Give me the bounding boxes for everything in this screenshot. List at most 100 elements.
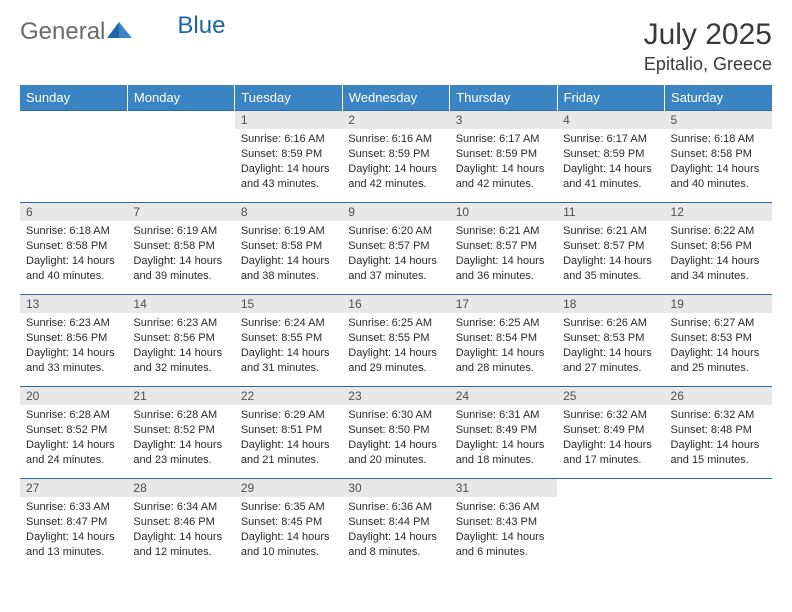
sunrise-line: Sunrise: 6:23 AM	[26, 316, 121, 331]
day-number: 1	[235, 111, 342, 129]
daylight-line: Daylight: 14 hours and 42 minutes.	[348, 162, 443, 192]
location: Epitalio, Greece	[644, 54, 772, 75]
sunrise-line: Sunrise: 6:16 AM	[348, 132, 443, 147]
day-number: 7	[127, 203, 234, 221]
sunrise-line: Sunrise: 6:17 AM	[563, 132, 658, 147]
calendar-day-cell: 7Sunrise: 6:19 AMSunset: 8:58 PMDaylight…	[127, 203, 234, 295]
sunrise-line: Sunrise: 6:35 AM	[241, 500, 336, 515]
sunset-line: Sunset: 8:56 PM	[133, 331, 228, 346]
day-number: 29	[235, 479, 342, 497]
day-details: Sunrise: 6:34 AMSunset: 8:46 PMDaylight:…	[127, 497, 234, 561]
weekday-header: Monday	[127, 85, 234, 111]
day-details: Sunrise: 6:21 AMSunset: 8:57 PMDaylight:…	[557, 221, 664, 285]
sunrise-line: Sunrise: 6:33 AM	[26, 500, 121, 515]
day-details: Sunrise: 6:28 AMSunset: 8:52 PMDaylight:…	[20, 405, 127, 469]
daylight-line: Daylight: 14 hours and 6 minutes.	[456, 530, 551, 560]
day-details: Sunrise: 6:16 AMSunset: 8:59 PMDaylight:…	[235, 129, 342, 193]
day-number: 30	[342, 479, 449, 497]
daylight-line: Daylight: 14 hours and 34 minutes.	[671, 254, 766, 284]
sunrise-line: Sunrise: 6:21 AM	[563, 224, 658, 239]
daylight-line: Daylight: 14 hours and 21 minutes.	[241, 438, 336, 468]
day-number: 27	[20, 479, 127, 497]
day-number: 2	[342, 111, 449, 129]
calendar-day-cell: 29Sunrise: 6:35 AMSunset: 8:45 PMDayligh…	[235, 479, 342, 571]
weekday-header: Saturday	[665, 85, 772, 111]
daylight-line: Daylight: 14 hours and 37 minutes.	[348, 254, 443, 284]
calendar-day-cell: 16Sunrise: 6:25 AMSunset: 8:55 PMDayligh…	[342, 295, 449, 387]
calendar-day-cell: 9Sunrise: 6:20 AMSunset: 8:57 PMDaylight…	[342, 203, 449, 295]
calendar-day-cell: 18Sunrise: 6:26 AMSunset: 8:53 PMDayligh…	[557, 295, 664, 387]
sunset-line: Sunset: 8:59 PM	[563, 147, 658, 162]
title-block: July 2025 Epitalio, Greece	[644, 18, 772, 75]
daylight-line: Daylight: 14 hours and 24 minutes.	[26, 438, 121, 468]
sunrise-line: Sunrise: 6:24 AM	[241, 316, 336, 331]
sunrise-line: Sunrise: 6:28 AM	[26, 408, 121, 423]
logo-text-blue: Blue	[177, 12, 225, 40]
sunrise-line: Sunrise: 6:23 AM	[133, 316, 228, 331]
daylight-line: Daylight: 14 hours and 25 minutes.	[671, 346, 766, 376]
daylight-line: Daylight: 14 hours and 23 minutes.	[133, 438, 228, 468]
day-details: Sunrise: 6:23 AMSunset: 8:56 PMDaylight:…	[127, 313, 234, 377]
calendar-day-cell: 25Sunrise: 6:32 AMSunset: 8:49 PMDayligh…	[557, 387, 664, 479]
sunset-line: Sunset: 8:50 PM	[348, 423, 443, 438]
day-details: Sunrise: 6:28 AMSunset: 8:52 PMDaylight:…	[127, 405, 234, 469]
day-number: 17	[450, 295, 557, 313]
day-details: Sunrise: 6:17 AMSunset: 8:59 PMDaylight:…	[557, 129, 664, 193]
sunrise-line: Sunrise: 6:30 AM	[348, 408, 443, 423]
day-details: Sunrise: 6:36 AMSunset: 8:44 PMDaylight:…	[342, 497, 449, 561]
daylight-line: Daylight: 14 hours and 40 minutes.	[26, 254, 121, 284]
sunset-line: Sunset: 8:59 PM	[348, 147, 443, 162]
day-details: Sunrise: 6:19 AMSunset: 8:58 PMDaylight:…	[235, 221, 342, 285]
calendar-empty-cell	[20, 111, 127, 203]
day-details: Sunrise: 6:16 AMSunset: 8:59 PMDaylight:…	[342, 129, 449, 193]
calendar-day-cell: 19Sunrise: 6:27 AMSunset: 8:53 PMDayligh…	[665, 295, 772, 387]
calendar-day-cell: 14Sunrise: 6:23 AMSunset: 8:56 PMDayligh…	[127, 295, 234, 387]
calendar-body: 1Sunrise: 6:16 AMSunset: 8:59 PMDaylight…	[20, 111, 772, 571]
daylight-line: Daylight: 14 hours and 13 minutes.	[26, 530, 121, 560]
sunset-line: Sunset: 8:59 PM	[456, 147, 551, 162]
day-number: 24	[450, 387, 557, 405]
daylight-line: Daylight: 14 hours and 15 minutes.	[671, 438, 766, 468]
day-number: 19	[665, 295, 772, 313]
day-number: 8	[235, 203, 342, 221]
sunset-line: Sunset: 8:56 PM	[671, 239, 766, 254]
day-details: Sunrise: 6:24 AMSunset: 8:55 PMDaylight:…	[235, 313, 342, 377]
day-number: 16	[342, 295, 449, 313]
day-details: Sunrise: 6:18 AMSunset: 8:58 PMDaylight:…	[20, 221, 127, 285]
sunset-line: Sunset: 8:58 PM	[133, 239, 228, 254]
calendar-day-cell: 4Sunrise: 6:17 AMSunset: 8:59 PMDaylight…	[557, 111, 664, 203]
daylight-line: Daylight: 14 hours and 29 minutes.	[348, 346, 443, 376]
weekday-header: Thursday	[450, 85, 557, 111]
calendar-day-cell: 2Sunrise: 6:16 AMSunset: 8:59 PMDaylight…	[342, 111, 449, 203]
day-number: 5	[665, 111, 772, 129]
sunset-line: Sunset: 8:58 PM	[26, 239, 121, 254]
day-number: 31	[450, 479, 557, 497]
day-details: Sunrise: 6:21 AMSunset: 8:57 PMDaylight:…	[450, 221, 557, 285]
sunset-line: Sunset: 8:53 PM	[671, 331, 766, 346]
day-details: Sunrise: 6:32 AMSunset: 8:48 PMDaylight:…	[665, 405, 772, 469]
sunrise-line: Sunrise: 6:16 AM	[241, 132, 336, 147]
sunrise-line: Sunrise: 6:28 AM	[133, 408, 228, 423]
calendar-day-cell: 3Sunrise: 6:17 AMSunset: 8:59 PMDaylight…	[450, 111, 557, 203]
calendar-day-cell: 24Sunrise: 6:31 AMSunset: 8:49 PMDayligh…	[450, 387, 557, 479]
calendar-day-cell: 6Sunrise: 6:18 AMSunset: 8:58 PMDaylight…	[20, 203, 127, 295]
daylight-line: Daylight: 14 hours and 32 minutes.	[133, 346, 228, 376]
day-number: 3	[450, 111, 557, 129]
sunrise-line: Sunrise: 6:32 AM	[671, 408, 766, 423]
day-number: 12	[665, 203, 772, 221]
day-details: Sunrise: 6:26 AMSunset: 8:53 PMDaylight:…	[557, 313, 664, 377]
weekday-header: Tuesday	[235, 85, 342, 111]
sunset-line: Sunset: 8:44 PM	[348, 515, 443, 530]
sunrise-line: Sunrise: 6:19 AM	[133, 224, 228, 239]
daylight-line: Daylight: 14 hours and 42 minutes.	[456, 162, 551, 192]
day-details: Sunrise: 6:27 AMSunset: 8:53 PMDaylight:…	[665, 313, 772, 377]
daylight-line: Daylight: 14 hours and 36 minutes.	[456, 254, 551, 284]
day-details: Sunrise: 6:17 AMSunset: 8:59 PMDaylight:…	[450, 129, 557, 193]
calendar-day-cell: 15Sunrise: 6:24 AMSunset: 8:55 PMDayligh…	[235, 295, 342, 387]
calendar-table: SundayMondayTuesdayWednesdayThursdayFrid…	[20, 85, 772, 571]
calendar-row: 6Sunrise: 6:18 AMSunset: 8:58 PMDaylight…	[20, 203, 772, 295]
daylight-line: Daylight: 14 hours and 10 minutes.	[241, 530, 336, 560]
day-details: Sunrise: 6:30 AMSunset: 8:50 PMDaylight:…	[342, 405, 449, 469]
day-number: 10	[450, 203, 557, 221]
calendar-empty-cell	[557, 479, 664, 571]
